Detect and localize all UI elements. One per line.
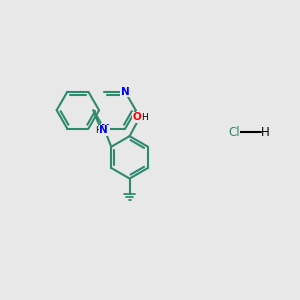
Text: O: O — [133, 112, 142, 122]
Text: H: H — [95, 126, 101, 135]
Text: N: N — [99, 125, 108, 135]
Text: N: N — [101, 124, 110, 134]
Text: Cl: Cl — [228, 126, 240, 139]
Text: H: H — [141, 113, 148, 122]
Text: N: N — [121, 87, 130, 97]
Text: H: H — [260, 126, 269, 139]
